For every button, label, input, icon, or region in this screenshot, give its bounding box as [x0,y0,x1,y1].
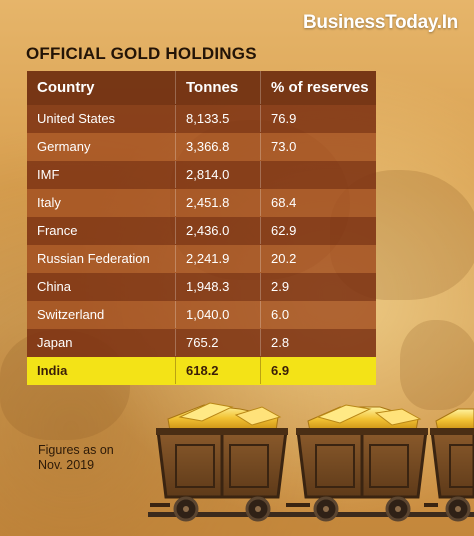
table-row: Germany 3,366.8 73.0 [27,133,376,161]
reserves-cell: 2.9 [260,273,376,300]
country-cell: Germany [37,139,91,154]
reserves-cell: 76.9 [260,105,376,132]
table-row: Japan 765.2 2.8 [27,329,376,357]
country-cell: IMF [37,167,60,182]
tonnes-cell: 2,814.0 [175,161,260,188]
world-map-texture [400,320,474,410]
gold-carts-illustration [140,402,474,536]
reserves-cell: 68.4 [260,189,376,216]
country-cell: Switzerland [37,307,105,322]
reserves-cell: 2.8 [260,329,376,356]
gold-mine-cart-icon [424,408,474,522]
reserves-cell: 6.9 [260,357,376,384]
table-row: IMF 2,814.0 [27,161,376,189]
ground [140,517,474,536]
table-row: Russian Federation 2,241.9 20.2 [27,245,376,273]
table-row: China 1,948.3 2.9 [27,273,376,301]
tonnes-cell: 2,451.8 [175,189,260,216]
table-row: United States 8,133.5 76.9 [27,105,376,133]
tonnes-cell: 2,436.0 [175,217,260,244]
footnote-line-2: Nov. 2019 [38,458,95,472]
footnote-line-1: Figures as on [38,443,114,457]
table-row: Italy 2,451.8 68.4 [27,189,376,217]
table-row: Switzerland 1,040.0 6.0 [27,301,376,329]
country-cell: India [37,363,68,378]
column-header-country: Country [37,79,95,96]
reserves-cell: 73.0 [260,133,376,160]
column-header-tonnes: Tonnes [175,71,260,104]
footnote: Figures as on Nov. 2019 [38,443,114,473]
tonnes-cell: 2,241.9 [175,245,260,272]
gold-holdings-table: Country Tonnes % of reserves United Stat… [27,71,376,385]
tonnes-cell: 765.2 [175,329,260,356]
tonnes-cell: 3,366.8 [175,133,260,160]
tonnes-cell: 618.2 [175,357,260,384]
country-cell: Japan [37,335,73,350]
gold-mine-cart-icon [150,402,288,522]
tonnes-cell: 1,040.0 [175,301,260,328]
country-cell: United States [37,111,116,126]
tonnes-cell: 8,133.5 [175,105,260,132]
tonnes-cell: 1,948.3 [175,273,260,300]
table-row: France 2,436.0 62.9 [27,217,376,245]
gold-mine-cart-icon [286,404,428,522]
table-header-row: Country Tonnes % of reserves [27,71,376,105]
country-cell: France [37,223,78,238]
table-row-highlighted: India 618.2 6.9 [27,357,376,385]
rail-track [148,512,474,517]
country-cell: China [37,279,71,294]
reserves-cell: 6.0 [260,301,376,328]
reserves-cell [260,161,376,188]
country-cell: Italy [37,195,61,210]
column-header-reserves: % of reserves [260,71,376,104]
reserves-cell: 20.2 [260,245,376,272]
page-title: OFFICIAL GOLD HOLDINGS [26,44,257,63]
reserves-cell: 62.9 [260,217,376,244]
brand-logo[interactable]: BusinessToday.In [303,12,458,33]
country-cell: Russian Federation [37,251,150,266]
